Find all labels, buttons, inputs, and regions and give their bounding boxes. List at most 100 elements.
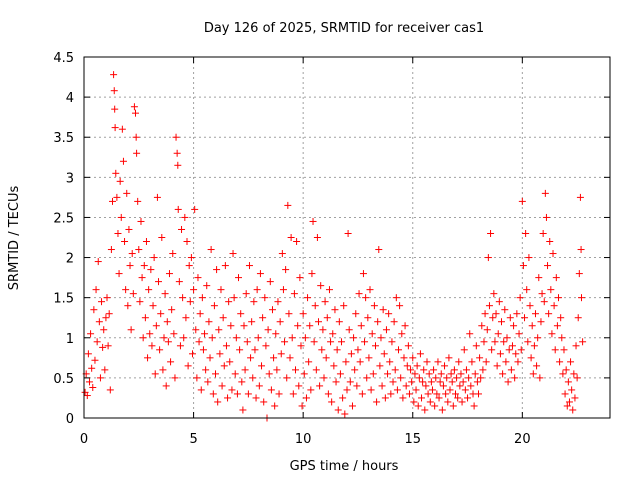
data-point — [564, 378, 572, 386]
data-point — [504, 378, 512, 386]
data-point — [448, 378, 456, 386]
data-point — [415, 374, 423, 382]
data-point — [402, 382, 410, 390]
y-axis-label: SRMTID / TECUs — [7, 186, 22, 291]
data-point — [242, 290, 250, 298]
data-point — [492, 310, 500, 318]
data-point — [167, 358, 175, 366]
data-point — [230, 294, 238, 302]
data-point — [108, 197, 116, 205]
data-point — [454, 394, 462, 402]
data-point — [94, 258, 102, 266]
data-point — [93, 338, 101, 346]
data-point — [418, 394, 426, 402]
data-point — [224, 394, 232, 402]
data-point — [208, 334, 216, 342]
data-point — [430, 366, 438, 374]
data-point — [516, 294, 524, 302]
data-point — [378, 382, 386, 390]
data-point — [355, 290, 363, 298]
data-point — [511, 374, 519, 382]
data-point — [218, 382, 226, 390]
data-point — [130, 103, 138, 111]
data-point — [128, 250, 136, 258]
y-tick-label: 1.5 — [53, 292, 74, 307]
data-point — [231, 370, 239, 378]
data-point — [98, 298, 106, 306]
x-tick-label: 5 — [189, 432, 197, 447]
data-point — [472, 342, 480, 350]
data-point — [354, 346, 362, 354]
data-point — [117, 213, 125, 221]
data-point — [159, 366, 167, 374]
data-point — [527, 354, 535, 362]
data-point — [346, 378, 354, 386]
data-point — [475, 390, 482, 398]
data-point — [226, 358, 234, 366]
y-tick-label: 0 — [66, 412, 74, 427]
data-point — [268, 306, 276, 314]
data-point — [190, 286, 198, 294]
data-point — [149, 302, 157, 310]
data-point — [371, 342, 379, 350]
data-point — [375, 246, 383, 254]
data-point — [480, 338, 488, 346]
data-point — [312, 366, 320, 374]
data-point — [304, 294, 312, 302]
data-point — [239, 406, 247, 414]
data-point — [258, 362, 266, 370]
data-point — [305, 358, 313, 366]
y-tick-label: 2 — [66, 252, 74, 267]
data-point — [132, 133, 140, 141]
data-point — [540, 298, 548, 306]
data-point — [404, 342, 412, 350]
data-point — [253, 286, 261, 294]
data-point — [447, 370, 455, 378]
y-tick-label: 3.5 — [53, 131, 74, 146]
data-point — [236, 346, 244, 354]
data-point — [89, 384, 97, 392]
data-point — [410, 398, 418, 406]
data-point — [567, 358, 575, 366]
grid-lines — [84, 57, 610, 418]
data-point — [525, 254, 533, 262]
data-point — [179, 294, 187, 302]
data-point — [397, 374, 405, 382]
data-point — [162, 382, 170, 390]
data-point — [217, 286, 225, 294]
data-point — [376, 362, 384, 370]
data-point — [237, 310, 245, 318]
data-point — [535, 274, 543, 282]
data-point — [427, 378, 435, 386]
data-point — [387, 390, 395, 398]
data-point — [323, 314, 331, 322]
data-point — [391, 366, 399, 374]
data-point — [204, 378, 212, 386]
data-point — [335, 318, 343, 326]
data-point — [295, 382, 303, 390]
data-point — [191, 205, 199, 213]
data-point — [390, 318, 398, 326]
data-point — [126, 262, 134, 270]
data-point — [297, 342, 305, 350]
data-point — [422, 382, 430, 390]
data-point — [279, 286, 287, 294]
data-point — [306, 322, 314, 330]
data-point — [433, 390, 441, 398]
data-point — [216, 350, 224, 358]
data-point — [344, 229, 352, 237]
data-point — [551, 346, 559, 354]
data-point — [425, 370, 433, 378]
data-point — [481, 310, 489, 318]
data-point — [412, 386, 420, 394]
data-point — [485, 302, 493, 310]
data-point — [455, 358, 463, 366]
data-point — [468, 358, 476, 366]
data-point — [205, 318, 213, 326]
data-point — [359, 270, 367, 278]
data-point — [229, 250, 237, 258]
data-point — [196, 310, 204, 318]
data-point — [286, 354, 294, 362]
data-point — [294, 322, 302, 330]
data-point — [174, 161, 182, 169]
